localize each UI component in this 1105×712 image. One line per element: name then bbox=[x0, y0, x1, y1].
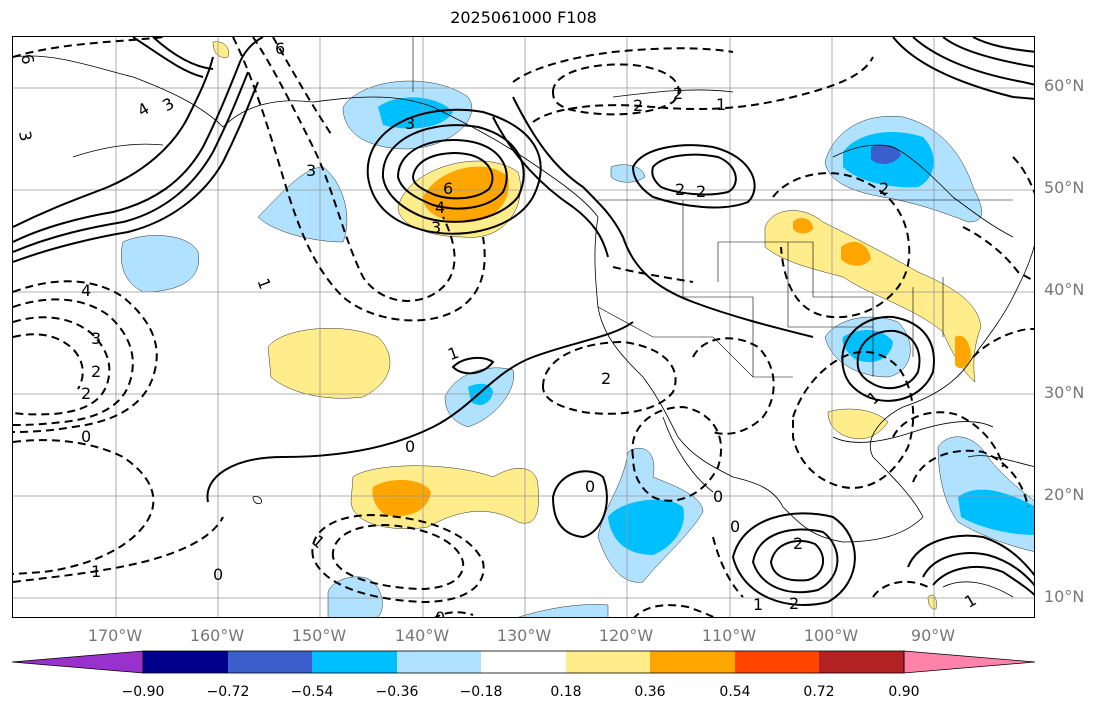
contour-label: 2 bbox=[675, 180, 685, 199]
shade-positive bbox=[955, 335, 971, 369]
shade-positive bbox=[827, 408, 889, 440]
contour-label: 3 bbox=[431, 218, 441, 237]
colorbar-segment bbox=[228, 651, 312, 673]
colorbar bbox=[11, 650, 1036, 674]
political-borders bbox=[412, 37, 1013, 378]
gridlines bbox=[13, 37, 1034, 617]
contour-label: 2 bbox=[91, 362, 101, 381]
lat-label: 60°N bbox=[1044, 76, 1085, 95]
contour-label: 0 bbox=[713, 487, 723, 506]
contour-label: 0 bbox=[435, 608, 445, 618]
shade-negative bbox=[871, 144, 901, 164]
shade-positive bbox=[372, 480, 431, 517]
colorbar-under-arrow bbox=[11, 650, 144, 674]
lon-label: 100°W bbox=[803, 626, 859, 645]
lon-label: 150°W bbox=[291, 626, 347, 645]
contour-label: 6 bbox=[17, 53, 37, 66]
shade-positive bbox=[423, 166, 509, 223]
shaded-anomalies bbox=[121, 41, 1034, 617]
contour-label: 4 bbox=[435, 198, 445, 217]
contour-label: 3 bbox=[159, 94, 177, 116]
contour-label: 1 bbox=[961, 590, 979, 612]
colorbar-tick-label: −0.90 bbox=[121, 684, 165, 700]
lon-label: 140°W bbox=[394, 626, 450, 645]
shade-positive bbox=[927, 594, 937, 610]
colorbar-segment bbox=[397, 651, 481, 673]
contour-label: 1 bbox=[753, 595, 763, 614]
shade-negative bbox=[958, 489, 1034, 535]
colorbar-segment bbox=[566, 651, 650, 673]
contour-label: 1 bbox=[716, 95, 726, 114]
colorbar-tick-label: 0.18 bbox=[550, 684, 582, 700]
contour-label: 3 bbox=[91, 329, 101, 348]
contour-label: 6 bbox=[275, 39, 285, 58]
lon-label: 90°W bbox=[910, 626, 956, 645]
lon-label: 120°W bbox=[598, 626, 654, 645]
contour-label: 1 bbox=[253, 276, 274, 292]
contour-label: 3 bbox=[15, 129, 35, 142]
coastlines bbox=[13, 55, 1034, 598]
colorbar-tick-label: 0.36 bbox=[634, 684, 666, 700]
colorbar-over-arrow bbox=[903, 650, 1036, 674]
lon-label: 130°W bbox=[496, 626, 552, 645]
shade-negative bbox=[610, 164, 646, 183]
contour-label: 0 bbox=[730, 517, 740, 536]
contour-label: 4 bbox=[81, 281, 91, 300]
colorbar-segment bbox=[735, 651, 819, 673]
shade-negative bbox=[121, 235, 199, 293]
shade-negative bbox=[518, 604, 609, 617]
colorbar-segment bbox=[819, 651, 904, 673]
contour-label: 0 bbox=[585, 477, 595, 496]
lat-label: 50°N bbox=[1044, 178, 1085, 197]
colorbar-tick-label: 0.54 bbox=[719, 684, 751, 700]
colorbar-tick-label: −0.36 bbox=[375, 684, 419, 700]
contour-label: 1 bbox=[864, 387, 884, 408]
contour-label: 3 bbox=[405, 114, 415, 133]
contour-label: 0 bbox=[405, 437, 415, 456]
colorbar-segment bbox=[312, 651, 397, 673]
shade-positive bbox=[267, 328, 391, 399]
lon-label: 170°W bbox=[87, 626, 143, 645]
contour-label: 4 bbox=[134, 99, 152, 121]
contours-solid bbox=[13, 37, 1034, 606]
colorbar-tick-label: −0.72 bbox=[206, 684, 250, 700]
lat-label: 30°N bbox=[1044, 383, 1085, 402]
lon-label: 160°W bbox=[189, 626, 245, 645]
colorbar-segment bbox=[650, 651, 735, 673]
contours-dashed bbox=[13, 37, 1034, 617]
contour-label: 2 bbox=[633, 96, 643, 115]
lat-label: 40°N bbox=[1044, 280, 1085, 299]
colorbar-tick-label: −0.18 bbox=[459, 684, 503, 700]
contour-label: 6 bbox=[443, 179, 453, 198]
shade-positive bbox=[793, 217, 813, 234]
lat-label: 10°N bbox=[1044, 587, 1085, 606]
colorbar-tick-label: −0.54 bbox=[290, 684, 334, 700]
contour-label: 3 bbox=[306, 161, 316, 180]
shade-positive bbox=[841, 241, 871, 266]
shade-positive bbox=[212, 41, 229, 58]
contour-label: 2 bbox=[673, 84, 683, 103]
contour-label: 0 bbox=[213, 565, 223, 584]
colorbar-segment bbox=[143, 651, 228, 673]
contour-label: 1 bbox=[445, 343, 461, 364]
colorbar-tick-label: 0.72 bbox=[803, 684, 835, 700]
contour-label: 1 bbox=[91, 562, 101, 581]
contour-label: 2 bbox=[789, 594, 799, 613]
contour-label: 2 bbox=[81, 384, 91, 403]
lat-label: 20°N bbox=[1044, 485, 1085, 504]
shade-negative bbox=[378, 97, 453, 129]
contour-label: 1 bbox=[308, 531, 328, 552]
contour-label: 2 bbox=[879, 179, 889, 198]
colorbar-segment bbox=[481, 651, 566, 673]
contour-label: 2 bbox=[696, 182, 706, 201]
contour-label: 2 bbox=[793, 534, 803, 553]
colorbar-tick-label: 0.90 bbox=[888, 684, 920, 700]
map-canvas: 6 4 3 3 6 3 3 6 4 3 2 2 1 2 2 2 4 3 2 2 … bbox=[13, 37, 1034, 618]
map-title: 2025061000 F108 bbox=[450, 8, 597, 27]
lon-label: 110°W bbox=[701, 626, 757, 645]
shade-negative bbox=[257, 166, 348, 243]
map-panel: 6 4 3 3 6 3 3 6 4 3 2 2 1 2 2 2 4 3 2 2 … bbox=[12, 36, 1035, 618]
contour-label: 0 bbox=[81, 427, 91, 446]
contour-label: 2 bbox=[601, 369, 611, 388]
